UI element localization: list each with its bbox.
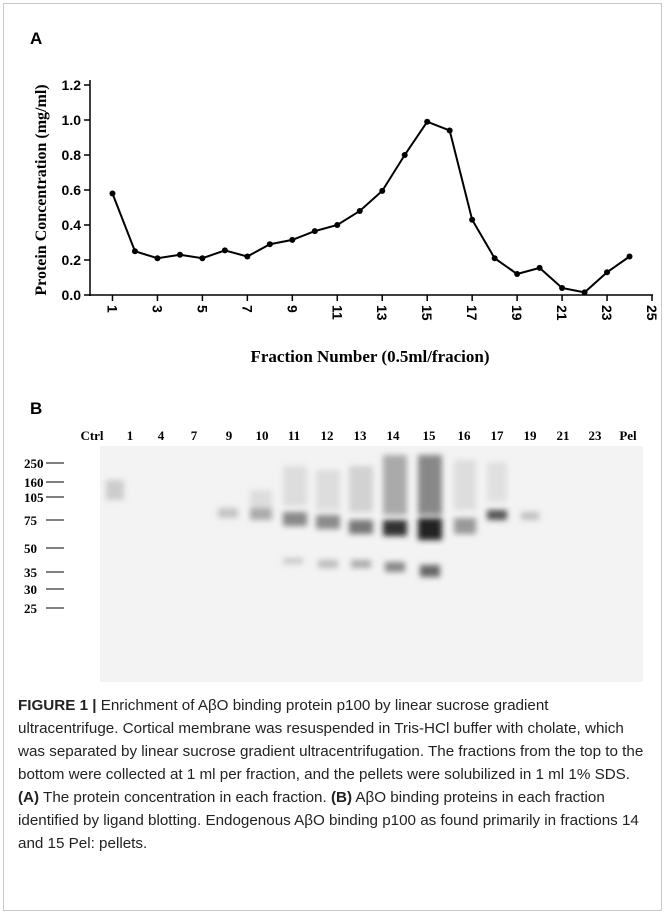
- x-tick-label: 7: [239, 305, 255, 313]
- marker-label: 105: [24, 490, 44, 505]
- marker-label: 160: [24, 475, 44, 490]
- data-point: [537, 265, 543, 271]
- data-point: [469, 217, 475, 223]
- x-tick-label: 21: [554, 305, 570, 321]
- data-point: [402, 152, 408, 158]
- marker-label: 30: [24, 582, 37, 597]
- caption-panel-ref: (B): [331, 789, 352, 806]
- y-axis-label: Protein Concentration (mg/ml): [33, 84, 50, 295]
- y-tick-label: 0.6: [62, 182, 82, 198]
- lane-label: 13: [354, 428, 368, 443]
- caption-text: Enrichment of AβO binding protein p100 b…: [18, 697, 643, 783]
- x-tick-label: 19: [509, 305, 525, 321]
- data-line: [112, 122, 629, 293]
- data-point: [132, 248, 138, 254]
- lane-label: 4: [158, 428, 165, 443]
- page: A Protein Concentration (mg/ml) Fraction…: [0, 0, 667, 916]
- data-point: [289, 237, 295, 243]
- lane-label: 23: [589, 428, 603, 443]
- x-tick-label: 15: [419, 305, 435, 321]
- data-point: [447, 128, 453, 134]
- y-tick-label: 0.4: [62, 217, 82, 233]
- y-tick-label: 0.2: [62, 252, 82, 268]
- caption-text: The protein concentration in each fracti…: [39, 789, 331, 806]
- lane-label: 17: [491, 428, 505, 443]
- lane-label: 7: [191, 428, 198, 443]
- data-point: [514, 271, 520, 277]
- marker-label: 25: [24, 601, 38, 616]
- caption-label: FIGURE 1 |: [18, 697, 97, 714]
- lane-label: 1: [127, 428, 134, 443]
- lane-label: 15: [423, 428, 437, 443]
- marker-label: 250: [24, 456, 44, 471]
- lane-label: 19: [524, 428, 538, 443]
- panel-label: B: [30, 399, 42, 418]
- x-tick-label: 3: [149, 305, 165, 313]
- y-tick-label: 0.8: [62, 147, 82, 163]
- data-point: [604, 269, 610, 275]
- data-point: [334, 222, 340, 228]
- x-axis-label: Fraction Number (0.5ml/fracion): [250, 347, 489, 366]
- data-point: [177, 252, 183, 258]
- panel-label: A: [30, 29, 42, 48]
- x-tick-label: 17: [464, 305, 480, 321]
- lane-label: Pel: [619, 428, 637, 443]
- y-tick-label: 1.0: [62, 112, 82, 128]
- y-tick-label: 1.2: [62, 77, 82, 93]
- data-point: [312, 228, 318, 234]
- x-tick-label: 11: [329, 305, 345, 320]
- lane-label: 10: [256, 428, 269, 443]
- x-tick-label: 5: [194, 305, 210, 313]
- data-point: [492, 255, 498, 261]
- data-point: [222, 247, 228, 253]
- marker-label: 50: [24, 541, 37, 556]
- data-point: [244, 254, 250, 260]
- lane-label: 16: [458, 428, 472, 443]
- data-point: [154, 255, 160, 261]
- lane-label: 11: [288, 428, 300, 443]
- lane-label: Ctrl: [80, 428, 103, 443]
- x-tick-label: 9: [284, 305, 300, 313]
- data-point: [109, 191, 115, 197]
- lane-label: 14: [387, 428, 401, 443]
- data-point: [627, 254, 633, 260]
- data-point: [559, 285, 565, 291]
- data-point: [582, 289, 588, 295]
- data-point: [199, 255, 205, 261]
- lane-label: 12: [321, 428, 334, 443]
- figure: A Protein Concentration (mg/ml) Fraction…: [0, 0, 667, 690]
- data-point: [424, 119, 430, 125]
- caption-panel-ref: (A): [18, 789, 39, 806]
- x-tick-label: 13: [374, 305, 390, 321]
- y-tick-label: 0.0: [62, 287, 82, 303]
- marker-label: 75: [24, 513, 38, 528]
- x-tick-label: 1: [104, 305, 120, 313]
- x-tick-label: 23: [599, 305, 615, 321]
- x-tick-label: 25: [644, 305, 660, 321]
- data-point: [357, 208, 363, 214]
- data-point: [267, 241, 273, 247]
- data-point: [379, 188, 385, 194]
- lane-label: 9: [226, 428, 233, 443]
- lane-label: 21: [557, 428, 570, 443]
- marker-label: 35: [24, 565, 38, 580]
- caption: FIGURE 1 | Enrichment of AβO binding pro…: [18, 694, 650, 855]
